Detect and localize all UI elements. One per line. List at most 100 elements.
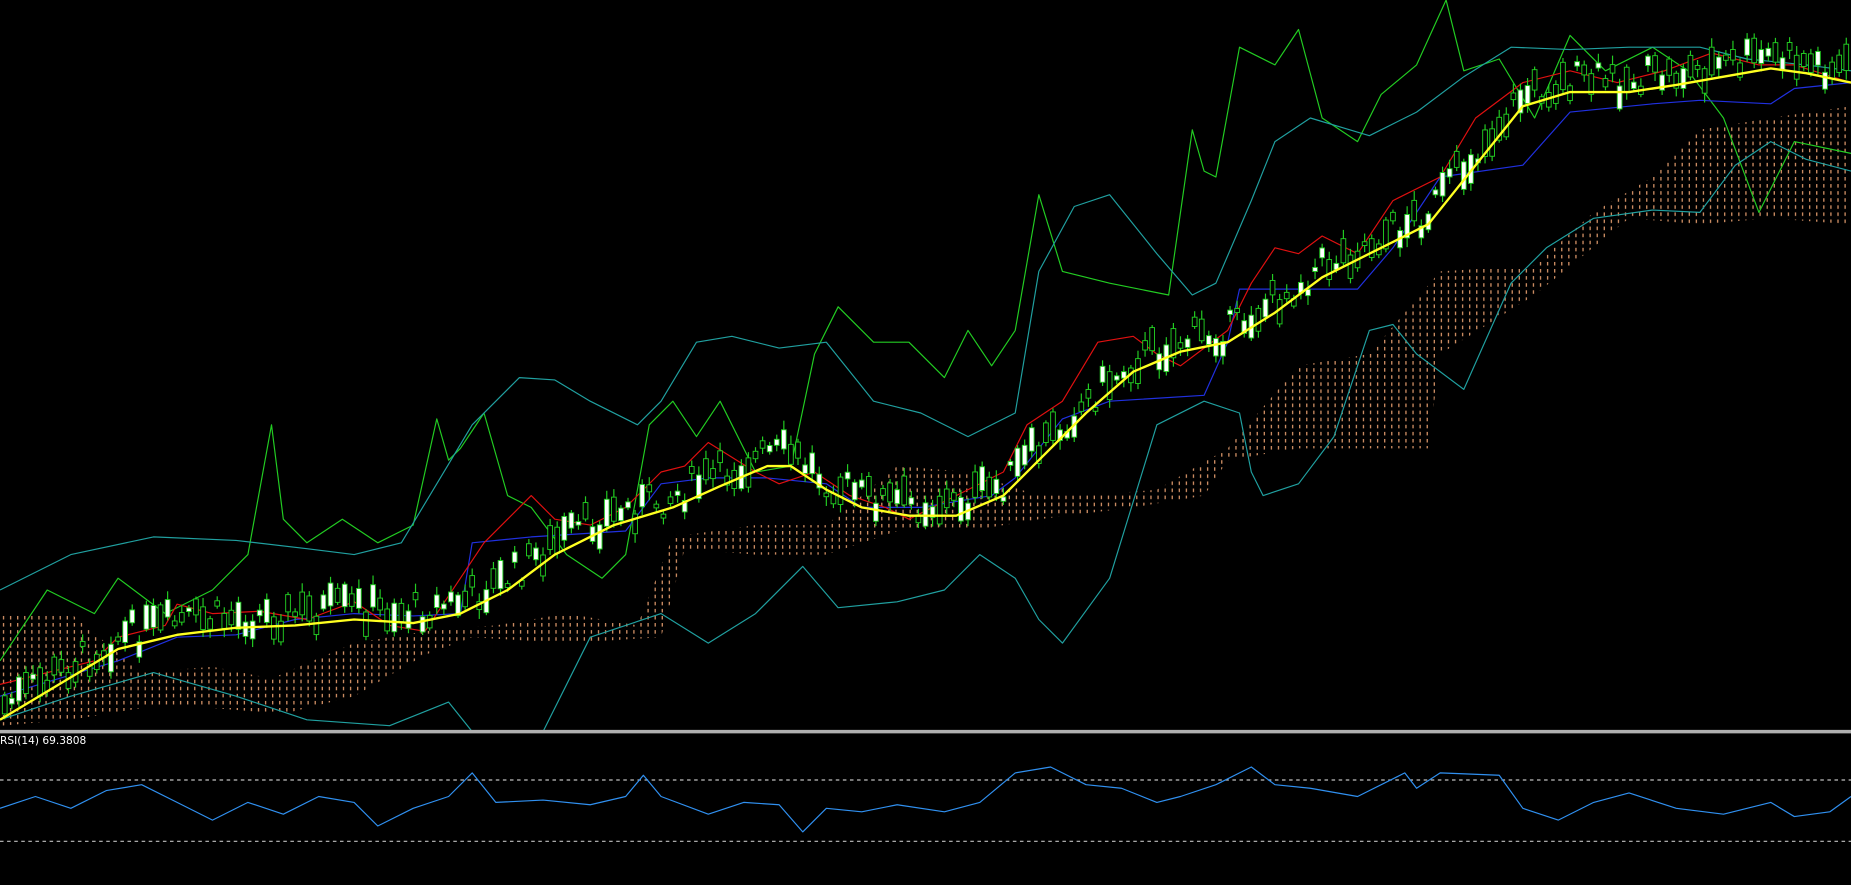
candle-body: [880, 488, 886, 496]
candle-body: [1113, 375, 1120, 381]
candle-body: [781, 429, 787, 450]
candle-body: [1652, 55, 1658, 73]
candle-body: [1177, 342, 1184, 349]
candle-body: [214, 600, 221, 607]
candle-body: [1765, 47, 1772, 57]
candle-body: [1723, 54, 1729, 61]
candle-body: [1432, 189, 1439, 196]
candle-body: [433, 594, 440, 609]
candle-body: [710, 468, 716, 480]
candle-body: [1453, 150, 1460, 168]
candle-body: [717, 450, 723, 464]
candle-body: [788, 443, 794, 465]
candle-body: [688, 465, 695, 474]
candle-body: [249, 620, 256, 640]
candle-body: [1460, 161, 1467, 190]
candle-body: [1744, 38, 1750, 56]
candle-body: [1312, 266, 1318, 272]
candle-body: [348, 593, 355, 607]
candle-body: [1347, 254, 1354, 279]
candle-body: [1581, 64, 1588, 76]
candle-body: [823, 492, 830, 498]
candle-body: [1687, 54, 1694, 78]
candle-body: [1213, 338, 1219, 357]
candle-body: [1234, 308, 1240, 313]
candle-body: [171, 620, 178, 627]
candle-body: [1829, 61, 1835, 79]
rsi-line: [0, 766, 1851, 833]
candle-body: [1198, 318, 1205, 342]
candle-body: [752, 450, 759, 460]
candle-body: [1560, 61, 1566, 91]
candle-body: [603, 498, 610, 527]
candle-body: [23, 672, 29, 695]
candle-body: [150, 605, 157, 628]
candle-body: [1815, 50, 1821, 66]
candle-body: [1751, 37, 1758, 64]
candle-body: [1418, 225, 1425, 239]
candle-body: [1694, 64, 1701, 70]
candle-body: [356, 588, 362, 609]
candle-body: [1014, 447, 1021, 477]
candle-body: [1120, 371, 1127, 379]
candle-body: [1496, 116, 1503, 141]
candle-body: [625, 501, 631, 509]
candle-body: [256, 609, 263, 617]
candle-body: [263, 598, 270, 623]
candle-body: [200, 606, 206, 631]
candle-body: [193, 598, 199, 616]
candle-body: [306, 595, 313, 622]
candle-body: [377, 597, 383, 611]
candle-body: [1383, 219, 1389, 250]
candle-body: [1680, 68, 1687, 89]
candle-body: [596, 524, 603, 550]
candle-body: [285, 594, 291, 613]
candle-body: [1170, 328, 1177, 359]
candle-body: [936, 495, 943, 525]
candle-body: [1205, 335, 1212, 346]
candle-body: [837, 476, 844, 505]
candle-body: [448, 591, 454, 603]
candle-body: [143, 604, 150, 630]
candle-body: [72, 661, 79, 683]
candle-body: [639, 483, 646, 508]
candle-body: [979, 466, 985, 491]
indicator-label: RSI(14) 69.3808: [0, 734, 87, 747]
candle-body: [327, 582, 334, 607]
candle-body: [1184, 338, 1191, 348]
moving-average: [0, 67, 1851, 721]
candle-body: [228, 609, 235, 626]
candle-body: [1106, 371, 1113, 401]
candle-body: [1255, 307, 1262, 332]
candle-body: [993, 478, 1000, 494]
candle-body: [1078, 401, 1085, 412]
candle-body: [844, 471, 851, 480]
lower-band: [0, 672, 473, 732]
candle-body: [1645, 55, 1651, 66]
candle-body: [724, 475, 731, 486]
candle-body: [816, 473, 823, 489]
candle-body: [773, 438, 780, 446]
candle-body: [1630, 81, 1637, 90]
candle-body: [58, 659, 65, 673]
ichimoku-cloud: [0, 106, 1851, 726]
candle-body: [186, 607, 192, 613]
candle-body: [1531, 69, 1538, 91]
candle-body: [1737, 62, 1743, 78]
candle-body: [115, 636, 121, 642]
candle-body: [469, 575, 476, 588]
candle-body: [611, 496, 617, 522]
candle-body: [1404, 214, 1410, 239]
candle-body: [1510, 92, 1517, 101]
candle-body: [554, 526, 561, 554]
tenkan-line: [0, 52, 1851, 685]
candle-body: [129, 609, 136, 624]
candle-body: [526, 543, 532, 557]
candle-body: [696, 474, 702, 500]
candle-body: [1149, 327, 1155, 352]
candle-body: [1666, 58, 1673, 76]
candle-body: [455, 594, 461, 617]
candle-body: [391, 602, 398, 633]
